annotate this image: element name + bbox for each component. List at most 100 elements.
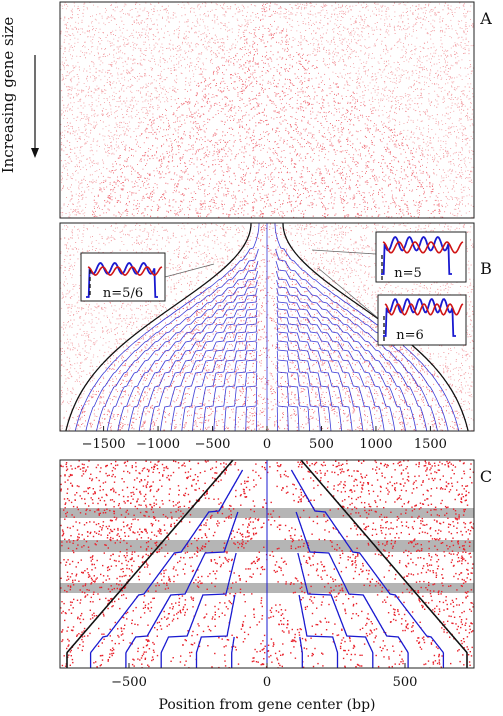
read-dot	[73, 118, 75, 119]
read-dot	[315, 204, 317, 206]
read-dot	[305, 7, 307, 9]
read-dot	[62, 166, 64, 168]
read-dot	[196, 20, 198, 22]
read-dot	[128, 180, 129, 182]
read-dot	[103, 212, 105, 214]
read-dot	[110, 193, 112, 195]
read-dot	[394, 16, 396, 17]
read-dot	[193, 11, 195, 13]
read-dot	[409, 33, 410, 35]
read-dot	[395, 140, 397, 142]
read-dot	[445, 69, 447, 71]
read-dot	[278, 131, 280, 132]
read-dot	[134, 58, 136, 60]
read-dot	[297, 197, 298, 199]
read-dot	[377, 109, 379, 111]
read-dot	[306, 188, 308, 189]
read-dot	[166, 210, 168, 212]
read-dot	[77, 211, 79, 212]
read-dot	[180, 72, 182, 74]
read-dot	[207, 175, 209, 176]
read-dot	[359, 45, 361, 46]
read-dot	[318, 150, 320, 152]
read-dot	[412, 133, 414, 135]
read-dot	[351, 9, 352, 11]
read-dot	[69, 39, 71, 41]
read-dot	[254, 29, 256, 31]
read-dot	[353, 50, 355, 52]
read-dot	[81, 186, 83, 188]
read-dot	[71, 77, 73, 79]
read-dot	[276, 158, 278, 160]
read-dot	[386, 216, 388, 217]
read-dot	[466, 95, 468, 96]
read-dot	[156, 147, 158, 149]
read-dot	[361, 31, 362, 33]
read-dot	[253, 98, 254, 100]
read-dot	[225, 153, 227, 154]
read-dot	[308, 142, 310, 144]
read-dot	[239, 91, 241, 93]
read-dot	[440, 147, 442, 148]
read-dot	[60, 144, 62, 146]
read-dot	[230, 110, 232, 112]
read-dot	[416, 126, 418, 127]
read-dot	[318, 72, 319, 74]
read-dot	[67, 89, 69, 91]
read-dot	[416, 17, 418, 19]
read-dot	[368, 55, 370, 57]
read-dot	[193, 135, 195, 137]
read-dot	[212, 202, 214, 203]
read-dot	[206, 155, 208, 156]
read-dot	[421, 97, 423, 99]
read-dot	[453, 180, 455, 181]
read-dot	[332, 52, 334, 54]
read-dot	[218, 207, 220, 208]
read-dot	[366, 127, 368, 129]
read-dot	[151, 196, 152, 198]
read-dot	[258, 215, 260, 217]
read-dot	[402, 55, 404, 57]
read-dot	[373, 169, 374, 171]
read-dot	[148, 32, 149, 34]
read-dot	[255, 122, 257, 124]
read-dot	[387, 51, 389, 53]
read-dot	[454, 77, 455, 79]
read-dot	[442, 46, 443, 48]
read-dot	[116, 131, 118, 132]
read-dot	[270, 58, 272, 60]
read-dot	[92, 61, 94, 63]
read-dot	[165, 215, 167, 217]
read-dot	[338, 61, 340, 62]
read-dot	[288, 88, 290, 90]
read-dot	[71, 8, 73, 10]
read-dot	[325, 51, 327, 53]
read-dot	[322, 198, 323, 199]
read-dot	[348, 45, 349, 47]
read-dot	[98, 101, 100, 103]
read-dot	[86, 158, 88, 160]
read-dot	[303, 4, 305, 6]
read-dot	[420, 172, 422, 174]
read-dot	[434, 12, 436, 13]
read-dot	[138, 206, 140, 208]
read-dot	[185, 170, 187, 172]
read-dot	[221, 149, 222, 151]
read-dot	[94, 171, 96, 172]
read-dot	[274, 3, 276, 5]
read-dot	[69, 145, 71, 146]
read-dot	[227, 39, 229, 40]
read-dot	[220, 120, 222, 122]
read-dot	[416, 58, 418, 60]
read-dot	[145, 18, 147, 20]
read-dot	[452, 169, 453, 171]
read-dot	[456, 183, 457, 184]
read-dot	[118, 212, 120, 213]
read-dot	[447, 118, 449, 119]
read-dot	[177, 212, 178, 214]
read-dot	[78, 93, 80, 95]
read-dot	[364, 66, 366, 68]
read-dot	[396, 213, 397, 214]
read-dot	[84, 123, 86, 125]
read-dot	[139, 160, 141, 162]
